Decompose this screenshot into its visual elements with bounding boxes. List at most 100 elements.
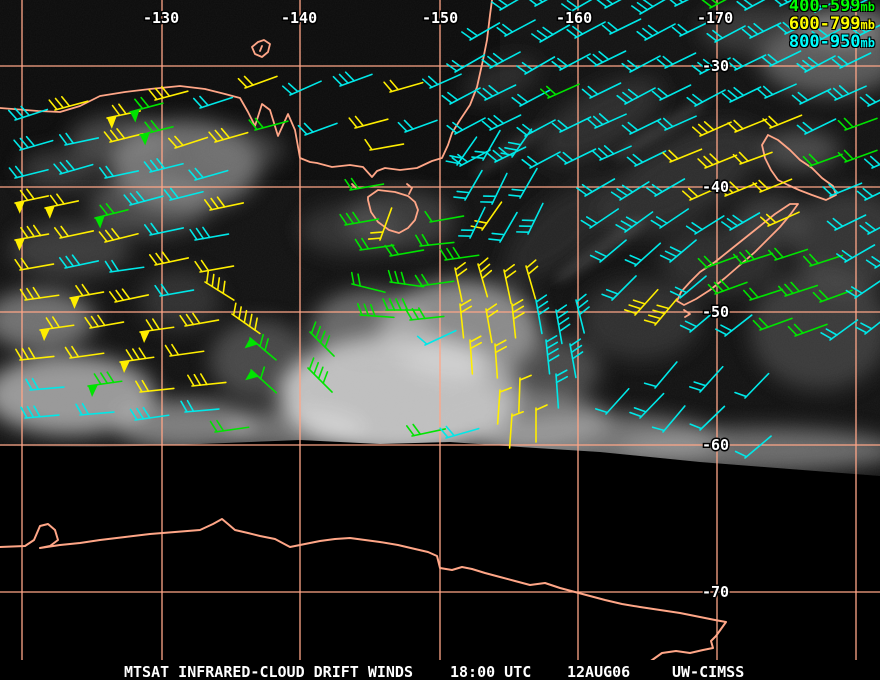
wind-barb [626, 150, 667, 167]
wind-barb [7, 105, 49, 121]
coastline-nz-north-island [761, 134, 837, 201]
lon-label: -150 [422, 9, 458, 27]
wind-barb [19, 286, 60, 301]
wind-barb [721, 212, 761, 231]
coastline-king-island [351, 183, 357, 189]
wind-barb [307, 357, 333, 393]
wind-barb [836, 244, 876, 263]
wind-barb [624, 242, 662, 267]
wind-barb [424, 210, 465, 223]
wind-barb [384, 243, 425, 257]
wind-barb [686, 89, 726, 107]
wind-barb [863, 153, 880, 169]
wind-barb [383, 79, 424, 93]
wind-barb [446, 117, 486, 135]
coastline-nz-south-island [676, 203, 799, 306]
wind-barb [681, 185, 722, 201]
wind-barb [624, 288, 659, 316]
wind-barb [87, 371, 123, 398]
wind-barb [457, 206, 486, 239]
wind-barb [192, 95, 234, 109]
wind-barb [650, 208, 689, 229]
wind-barb [164, 343, 205, 357]
wind-barb [39, 316, 75, 342]
pressure-level-legend: 400-599mb 600-799mb 800-950mb [789, 0, 875, 52]
wind-barb [591, 145, 632, 161]
wind-barb [662, 148, 703, 163]
wind-barb [576, 178, 616, 197]
wind-barb [726, 54, 767, 71]
wind-barb [616, 87, 656, 105]
wind-barb [826, 214, 867, 231]
wind-barb [367, 207, 393, 241]
wind-barb [837, 149, 878, 163]
wind-barb [806, 0, 846, 13]
wind-barb [856, 184, 880, 201]
wind-barb [139, 318, 175, 344]
wind-barb [508, 410, 524, 449]
wind-barb [555, 304, 571, 345]
wind-barb [787, 323, 828, 337]
wind-barb [98, 228, 139, 243]
wind-barb [194, 259, 235, 273]
wind-barb [496, 19, 536, 37]
coastline-tasmania [367, 189, 419, 234]
wind-barb [508, 167, 538, 199]
wind-barb [706, 25, 746, 43]
graticule-labels: -130 -140 -150 -160 -170 -30 -40 -50 -60 -70 [142, 8, 735, 603]
wind-barb [461, 22, 501, 41]
wind-barb [685, 215, 725, 235]
wind-barb [717, 181, 758, 197]
wind-barb [446, 54, 486, 73]
wind-barb [481, 51, 521, 69]
wind-barb [415, 233, 455, 247]
wind-barb [575, 293, 590, 334]
wind-barb [481, 114, 522, 131]
wind-barb [451, 149, 491, 167]
wind-barb [651, 405, 686, 433]
status-bar: MTSAT INFRARED-CLOUD DRIFT WINDS 18:00 U… [0, 660, 880, 680]
wind-barb [646, 178, 686, 197]
wind-barb [332, 71, 373, 87]
wind-barb [470, 201, 503, 231]
legend-item: 600-799mb [789, 16, 875, 34]
legend-range: 800-950 [788, 32, 861, 52]
wind-barb [615, 211, 654, 233]
wind-barb [469, 335, 483, 375]
wind-barb [822, 182, 863, 197]
wind-barb [189, 226, 230, 241]
wind-barb [20, 405, 60, 419]
legend-unit: mb [860, 36, 875, 50]
wind-barb [44, 193, 80, 219]
wind-barb [732, 249, 774, 265]
wind-barb [104, 259, 145, 273]
wind-barb [397, 119, 438, 133]
wind-barb [180, 399, 220, 413]
wind-barb [387, 269, 425, 288]
wind-barb [14, 188, 50, 214]
wind-barb [551, 53, 591, 71]
wind-barb [701, 0, 741, 9]
legend-unit: mb [860, 0, 875, 14]
wind-barb [179, 312, 220, 327]
wind-barb [48, 95, 89, 111]
wind-barb [697, 255, 738, 269]
wind-barb [656, 52, 697, 69]
legend-item: 800-950mb [789, 34, 875, 52]
wind-barb [459, 299, 473, 339]
wind-barb [439, 246, 480, 261]
wind-barb [188, 167, 229, 181]
wind-barb [309, 321, 335, 357]
wind-barb [697, 153, 738, 169]
wind-barb [84, 314, 125, 329]
wind-barb [837, 117, 878, 131]
wind-barb [58, 132, 100, 146]
wind-barb [521, 151, 561, 169]
wind-barb [679, 309, 717, 333]
wind-barb [441, 87, 481, 105]
lon-label: -160 [556, 9, 592, 27]
coastline-lake-eyre [251, 39, 271, 58]
wind-barb [596, 0, 636, 9]
wind-barb [163, 187, 204, 201]
